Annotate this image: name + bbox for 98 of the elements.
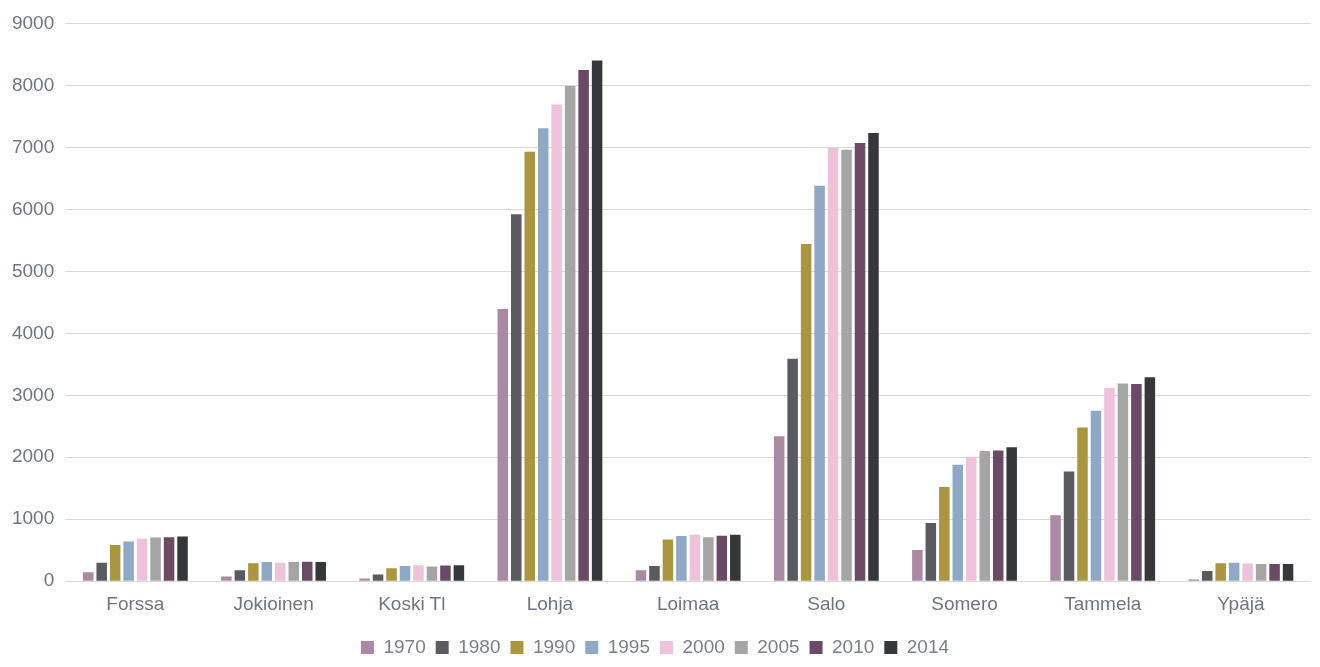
bar — [315, 562, 326, 581]
legend-label: 2000 — [682, 635, 725, 657]
bar — [868, 133, 879, 581]
bar — [703, 537, 714, 581]
bar — [399, 566, 411, 581]
bar — [96, 562, 107, 581]
x-tick-label: Somero — [931, 592, 998, 614]
bar — [524, 151, 535, 581]
bar — [248, 563, 259, 581]
x-tick-label: Tammela — [1064, 592, 1142, 614]
bar — [1255, 563, 1267, 581]
bar — [773, 436, 785, 581]
y-tick-label: 5000 — [11, 259, 55, 281]
bar — [234, 570, 246, 581]
y-tick-label: 6000 — [11, 197, 55, 219]
bar — [689, 534, 701, 581]
bar — [1006, 447, 1017, 581]
bar — [966, 456, 977, 581]
bar — [1117, 383, 1129, 581]
bar — [814, 185, 825, 581]
bar — [426, 566, 438, 581]
bar — [136, 538, 148, 581]
legend-label: 1980 — [458, 635, 501, 657]
legend-label: 1995 — [607, 635, 651, 657]
bar — [841, 149, 852, 581]
bar — [1050, 515, 1061, 581]
legend-label: 1970 — [383, 635, 426, 657]
bar — [591, 60, 603, 581]
y-tick-label: 1000 — [11, 507, 55, 529]
y-tick-label: 4000 — [11, 321, 55, 343]
bar — [800, 244, 812, 581]
bar — [497, 309, 509, 581]
bar — [359, 578, 370, 581]
bar — [1269, 563, 1280, 581]
bar — [1228, 562, 1240, 581]
bar — [827, 147, 839, 581]
y-tick-label: 0 — [43, 569, 55, 591]
bar — [1090, 410, 1102, 581]
bar — [564, 86, 576, 581]
bar — [221, 576, 232, 581]
bar — [676, 536, 687, 581]
x-tick-label: Lohja — [526, 592, 574, 614]
x-tick-label: Jokioinen — [233, 592, 314, 614]
bar — [82, 572, 94, 581]
bar — [440, 565, 451, 581]
bar — [1242, 563, 1253, 581]
bar — [511, 214, 522, 581]
bar — [1215, 563, 1226, 581]
x-tick-label: Salo — [807, 592, 846, 614]
bar — [1131, 384, 1142, 581]
bar — [854, 143, 866, 581]
bar — [952, 464, 964, 581]
bar — [992, 450, 1004, 581]
legend-label: 2005 — [757, 635, 800, 657]
bar — [301, 561, 313, 581]
bar — [386, 568, 397, 581]
bar — [453, 565, 465, 581]
x-tick-label: Forssa — [106, 592, 165, 614]
bar — [150, 537, 161, 581]
bar — [261, 562, 273, 581]
bar — [1282, 563, 1294, 581]
bar — [372, 574, 384, 581]
bar — [635, 570, 647, 581]
y-tick-label: 9000 — [11, 11, 55, 33]
bar — [730, 534, 741, 581]
bar — [413, 565, 424, 581]
bar — [1144, 377, 1156, 581]
bar — [1201, 570, 1213, 581]
bar — [123, 541, 134, 581]
y-tick-label: 2000 — [11, 445, 55, 467]
bar — [109, 544, 121, 581]
x-tick-label: Ypäjä — [1217, 592, 1265, 614]
bar — [925, 522, 937, 581]
x-tick-label: Koski Tl — [378, 592, 446, 614]
legend-label: 2014 — [906, 635, 950, 657]
bar — [1104, 387, 1115, 581]
bar — [716, 535, 728, 581]
bar — [537, 128, 549, 581]
bar — [649, 566, 660, 581]
bar — [787, 358, 798, 581]
y-tick-label: 3000 — [11, 383, 55, 405]
bar — [939, 486, 950, 581]
legend-label: 1990 — [532, 635, 576, 657]
bar — [662, 539, 674, 581]
y-tick-label: 7000 — [11, 135, 55, 157]
bar — [163, 537, 175, 581]
bar — [177, 536, 188, 581]
bar — [578, 69, 589, 581]
x-tick-label: Loimaa — [656, 592, 720, 614]
legend-label: 2010 — [832, 635, 875, 657]
bar — [275, 562, 286, 581]
bar — [1077, 427, 1088, 581]
bar — [551, 104, 562, 581]
bar — [1063, 471, 1075, 581]
bar — [288, 562, 300, 581]
bar — [912, 550, 923, 581]
y-tick-label: 8000 — [11, 73, 55, 95]
bar — [979, 451, 990, 581]
